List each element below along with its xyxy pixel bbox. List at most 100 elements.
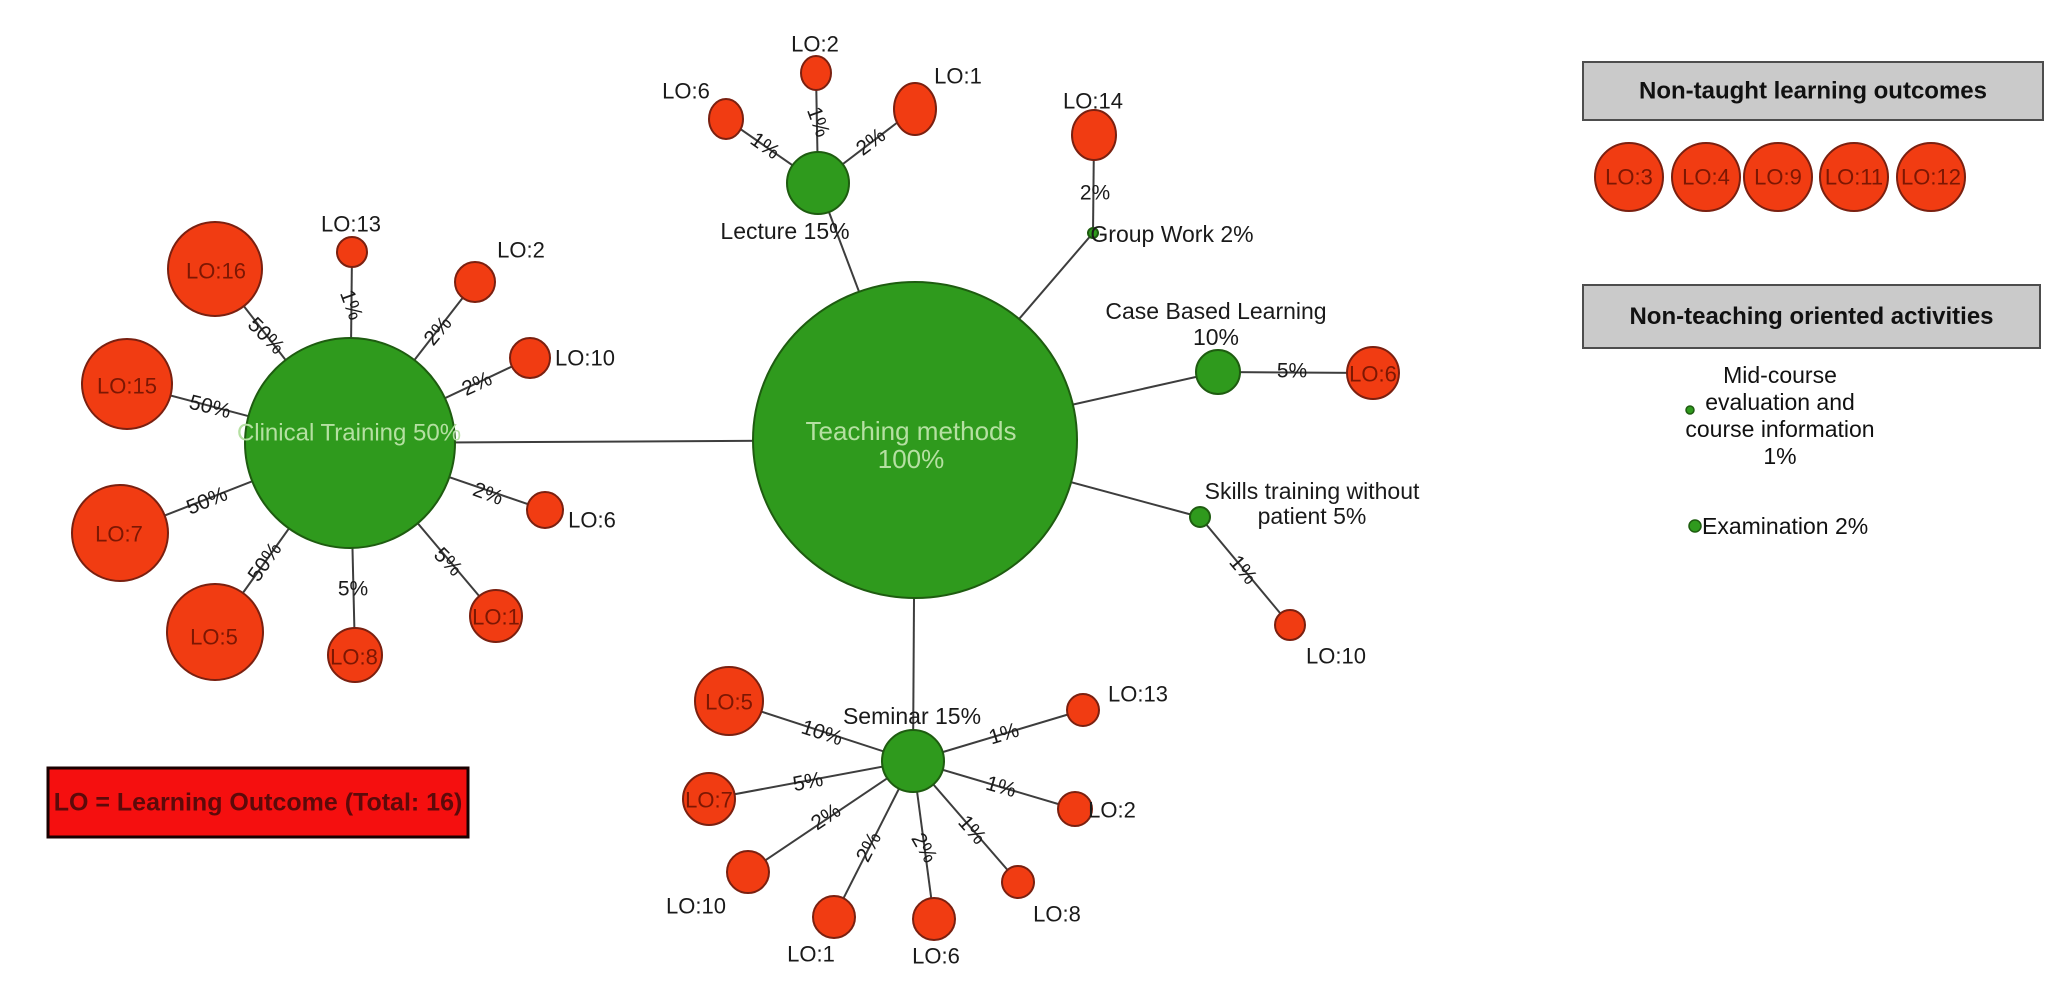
legend-non-teaching-box [1582,284,2041,349]
node-label-teaching: Teaching methods [805,416,1016,446]
node-c_lo7 [71,484,169,582]
legend-circle-lo3 [1594,142,1664,212]
node-label-c_lo7: LO:7 [95,522,143,547]
edge-seminar-se_lo10 [747,760,914,873]
legend-circle-label: LO:4 [1682,165,1730,190]
node-label-c_lo13: LO:13 [321,212,381,237]
legend-circle-lo12 [1896,142,1966,212]
edge-weight-label-clinical-c_lo8: 5% [338,578,368,601]
node-teaching [752,281,1078,599]
edge-weight-label-seminar-se_lo7: 5% [791,768,825,796]
node-se_lo2 [1057,791,1093,827]
node-se_lo10 [726,850,770,894]
node-label-se_lo5: LO:5 [705,690,753,715]
legend-non-teaching-title: Non-teaching oriented activities [1629,303,1993,330]
node-c_lo6 [526,491,564,529]
edge-weight-label-lecture-l_lo1: 2% [852,124,890,161]
node-se_lo1 [812,895,856,939]
node-label-c_lo15: LO:15 [97,374,157,399]
edge-weight-label-clinical-c_lo10: 2% [458,367,495,401]
node-c_lo1 [469,589,523,643]
edge-weight-label-seminar-se_lo6: 2% [906,829,941,867]
node-label-cbl: Case Based Learning [1105,298,1326,324]
node-c_lo13 [336,236,368,268]
node-se_lo7 [682,772,736,826]
edge-weight-label-clinical-c_lo2: 2% [419,312,456,350]
node-groupwork [1087,227,1099,239]
node-lo14 [1071,109,1117,161]
node-s_lo10 [1274,609,1306,641]
node-c_lo2 [454,261,496,303]
node-label-c_lo5: LO:5 [190,625,238,650]
legend-circle-label: LO:12 [1901,165,1961,190]
legend-circle-label: LO:11 [1825,165,1883,190]
node-label-se_lo10: LO:10 [666,894,726,919]
node-label-se_lo8: LO:8 [1033,902,1081,927]
legend-item-mid-course-evaluation: course information [1685,416,1874,442]
node-layer [71,55,1400,941]
node-label-c_lo2: LO:2 [497,238,545,263]
edge-weight-label-cbl-cb_lo6: 5% [1277,360,1307,383]
node-cb_lo6 [1346,346,1400,400]
node-skills [1189,506,1211,528]
node-label-l_lo6: LO:6 [662,79,710,104]
node-label-cb_lo6: LO:6 [1349,362,1397,387]
edge-weight-label-seminar-se_lo2: 1% [983,772,1019,802]
node-label-lo14: LO:14 [1063,89,1123,114]
node-label-c_lo16: LO:16 [186,259,246,284]
legend-circle-label: LO:9 [1754,165,1802,190]
legend-circle-lo11 [1819,142,1889,212]
node-c_lo10 [509,337,551,379]
edge-weight-label-lecture-l_lo6: 1% [746,128,784,164]
node-c_lo5 [166,583,264,681]
edge-weight-label-clinical-c_lo16: 50% [243,313,289,359]
node-l_lo6 [708,98,744,140]
node-label-s_lo10: LO:10 [1306,644,1366,669]
node-label-skills: patient 5% [1258,503,1367,529]
node-se_lo8 [1001,865,1035,899]
node-se_lo13 [1066,693,1100,727]
node-label-c_lo8: LO:8 [330,645,378,670]
node-cbl [1195,349,1241,395]
edge-seminar-se_lo7 [708,760,914,800]
node-label-l_lo2: LO:2 [791,32,839,57]
legend-circle-lo9 [1743,142,1813,212]
footer-key-text: LO = Learning Outcome (Total: 16) [54,789,463,817]
node-clinical [244,337,456,549]
edge-weight-label-clinical-c_lo13: 1% [335,287,367,323]
node-c_lo8 [327,627,383,683]
legend-dot-mid-course-evaluation [1685,405,1695,415]
legend-item-mid-course-evaluation: 1% [1763,443,1796,469]
legend-item-mid-course-evaluation: Mid-course [1723,362,1837,388]
node-label-groupwork: Group Work 2% [1090,221,1253,247]
legend-circle-label: LO:3 [1605,165,1653,190]
legend-circle-lo4 [1671,142,1741,212]
node-seminar [881,729,945,793]
legend-non-taught-box [1582,61,2044,121]
node-l_lo2 [800,55,832,91]
node-label-se_lo1: LO:1 [787,942,835,967]
edge-weight-label-lecture-l_lo2: 1% [802,104,834,140]
footer-layer: LO = Learning Outcome (Total: 16) [46,766,470,839]
node-label-cbl: 10% [1193,324,1239,350]
footer-key-box [46,766,470,839]
node-se_lo6 [912,897,956,941]
edge-weight-label-seminar-se_lo13: 1% [986,719,1022,750]
node-label-skills: Skills training without [1205,478,1420,504]
node-label-c_lo10: LO:10 [555,346,615,371]
legend-dot-examination [1688,519,1702,533]
legend-non-taught-title: Non-taught learning outcomes [1639,78,1987,105]
node-label-clinical: Clinical Training 50% [237,420,461,447]
node-label-l_lo1: LO:1 [934,64,982,89]
node-label-c_lo6: LO:6 [568,508,616,533]
edge-weight-label-clinical-c_lo15: 50% [187,391,233,423]
edge-weight-label-seminar-se_lo1: 2% [852,828,886,865]
node-label-se_lo6: LO:6 [912,944,960,969]
node-label-se_lo2: LO:2 [1088,798,1136,823]
node-label-lecture: Lecture 15% [720,218,849,244]
legend-item-mid-course-evaluation: evaluation and [1705,389,1855,415]
node-c_lo16 [167,221,263,317]
node-label-teaching: 100% [878,444,945,474]
